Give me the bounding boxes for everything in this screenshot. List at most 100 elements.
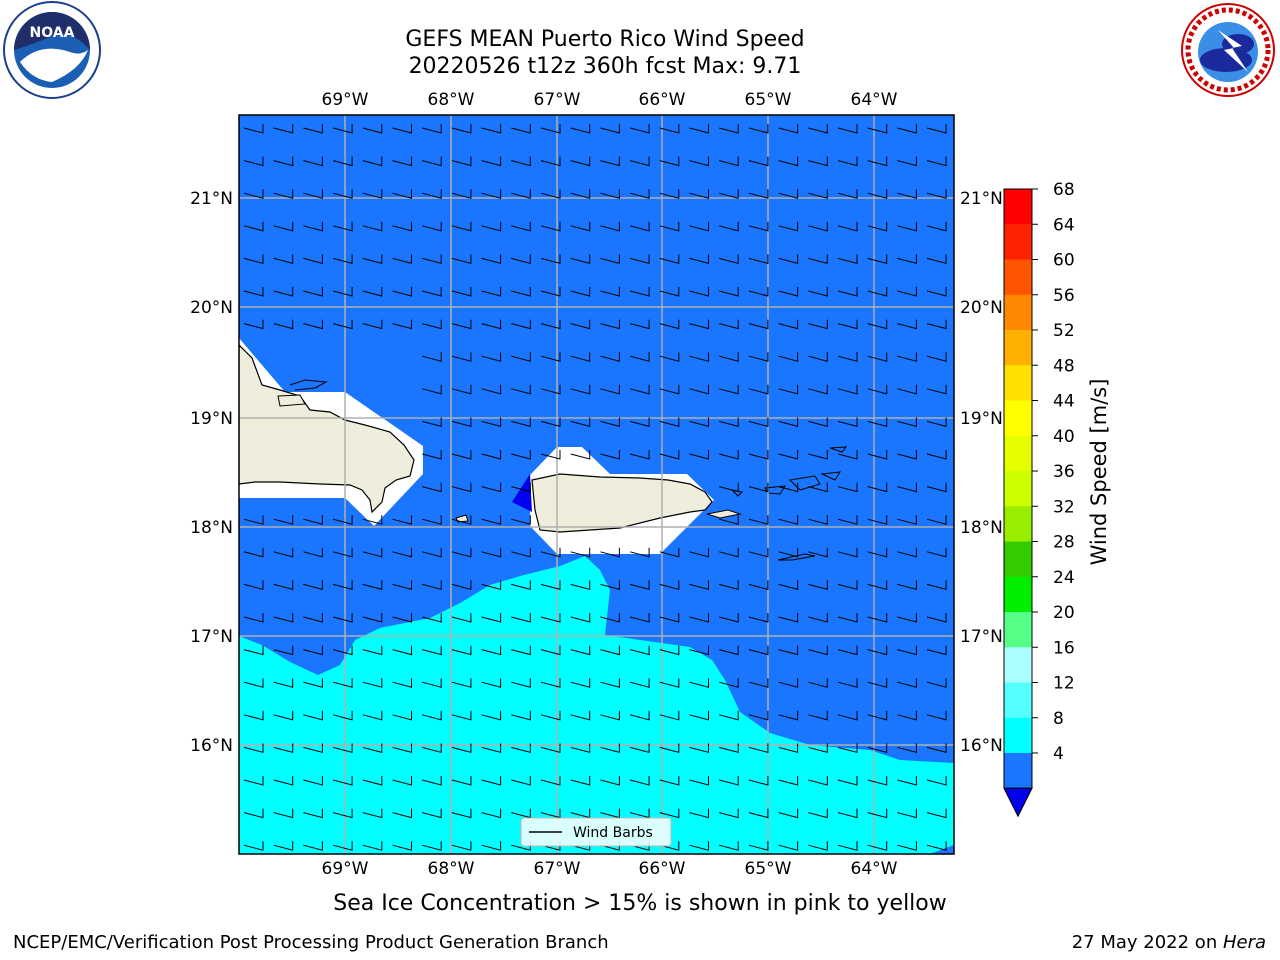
wind-barb xyxy=(422,352,442,362)
wind-barb xyxy=(451,417,472,428)
wind-barb xyxy=(451,776,472,786)
colorbar-tick-label: 48 xyxy=(1053,356,1075,376)
wind-barb xyxy=(243,613,264,623)
lon-label-top: 64°W xyxy=(851,90,898,110)
wind-barb xyxy=(629,743,650,754)
wind-barb xyxy=(332,189,353,199)
wind-barb xyxy=(897,515,917,525)
wind-barb xyxy=(719,189,739,199)
wind-barb xyxy=(422,417,442,428)
wind-barb xyxy=(362,254,383,265)
wind-barb xyxy=(303,156,323,167)
wind-barb xyxy=(511,450,531,460)
wind-barb xyxy=(570,710,591,721)
wind-barb xyxy=(451,743,472,754)
wind-barb xyxy=(897,254,917,265)
wind-barb xyxy=(719,547,739,558)
wind-barb xyxy=(540,417,561,428)
wind-barb xyxy=(570,580,591,591)
wind-barb xyxy=(243,156,264,167)
wind-barb xyxy=(600,221,620,232)
colorbar-tick-label: 40 xyxy=(1053,427,1075,447)
wind-barb xyxy=(926,678,947,688)
colorbar-segment xyxy=(1004,294,1032,331)
wind-barb xyxy=(273,710,294,721)
chart-title-line2: 20220526 t12z 360h fcst Max: 9.71 xyxy=(408,54,802,79)
wind-barb xyxy=(451,482,472,493)
wind-barb xyxy=(481,352,502,362)
wind-barb xyxy=(451,156,472,167)
wind-barb xyxy=(719,156,739,167)
wind-barb xyxy=(422,124,442,134)
wind-barb xyxy=(422,319,442,330)
wind-barb xyxy=(540,776,561,786)
wind-barb xyxy=(332,743,353,754)
wind-barb xyxy=(629,710,650,721)
wind-barb xyxy=(867,384,888,395)
wind-barb xyxy=(689,841,709,851)
wind-barb xyxy=(451,580,472,591)
wind-barb xyxy=(778,482,799,493)
wind-barb xyxy=(689,710,709,721)
wind-barb xyxy=(659,417,680,428)
wind-barb xyxy=(808,841,828,851)
wind-barb xyxy=(837,678,858,688)
wind-barb xyxy=(332,124,353,134)
wind-barb xyxy=(422,482,442,493)
wind-barb xyxy=(570,776,591,786)
wind-barb xyxy=(659,613,680,623)
wind-barb xyxy=(422,808,442,819)
wind-barb xyxy=(511,613,531,623)
wind-barb xyxy=(748,352,769,362)
wind-barb xyxy=(332,645,353,656)
wind-barb xyxy=(570,743,591,754)
colorbar-segment xyxy=(1004,189,1032,225)
chart-title-line1: GEFS MEAN Puerto Rico Wind Speed xyxy=(405,27,805,52)
wind-barb xyxy=(422,156,442,167)
ocean-region-8-12 xyxy=(239,556,954,854)
colorbar-segment xyxy=(1004,506,1032,542)
wind-barb xyxy=(659,580,680,591)
wind-barb xyxy=(600,189,620,199)
lon-label-top: 68°W xyxy=(428,90,475,110)
wind-barb xyxy=(451,547,472,558)
wind-barb xyxy=(629,450,650,460)
wind-barb xyxy=(926,613,947,623)
wind-barb xyxy=(719,515,739,525)
wind-barb xyxy=(926,254,947,265)
wind-barb xyxy=(451,515,472,525)
colorbar-segment xyxy=(1004,647,1032,683)
wind-barb xyxy=(540,645,561,656)
wind-barb xyxy=(511,156,531,167)
wind-barb xyxy=(362,221,383,232)
colorbar-tick-label: 16 xyxy=(1053,638,1075,658)
wind-barb xyxy=(897,156,917,167)
nws-logo xyxy=(1181,3,1275,97)
wind-barb xyxy=(303,841,323,851)
wind-barb xyxy=(689,808,709,819)
wind-barb xyxy=(926,710,947,721)
wind-barb xyxy=(719,417,739,428)
wind-barb xyxy=(719,580,739,591)
wind-barb xyxy=(600,287,620,297)
wind-barb xyxy=(481,613,502,623)
wind-barb xyxy=(837,547,858,558)
wind-barb xyxy=(540,678,561,688)
wind-barb xyxy=(392,580,412,591)
wind-barb xyxy=(243,221,264,232)
wind-barb xyxy=(481,743,502,754)
colorbar-segment xyxy=(1004,435,1032,472)
wind-barb xyxy=(926,547,947,558)
wind-barb xyxy=(481,384,502,395)
colorbar-tick-label: 68 xyxy=(1053,180,1075,200)
wind-barb xyxy=(808,287,828,297)
wind-barb xyxy=(481,841,502,851)
wind-barb xyxy=(451,450,472,460)
wind-barb xyxy=(748,189,769,199)
footer-host: Hera xyxy=(1222,932,1266,953)
lat-label-right: 18°N xyxy=(960,518,1003,538)
wind-barb xyxy=(659,384,680,395)
wind-barb xyxy=(570,352,591,362)
wind-barb xyxy=(778,808,799,819)
